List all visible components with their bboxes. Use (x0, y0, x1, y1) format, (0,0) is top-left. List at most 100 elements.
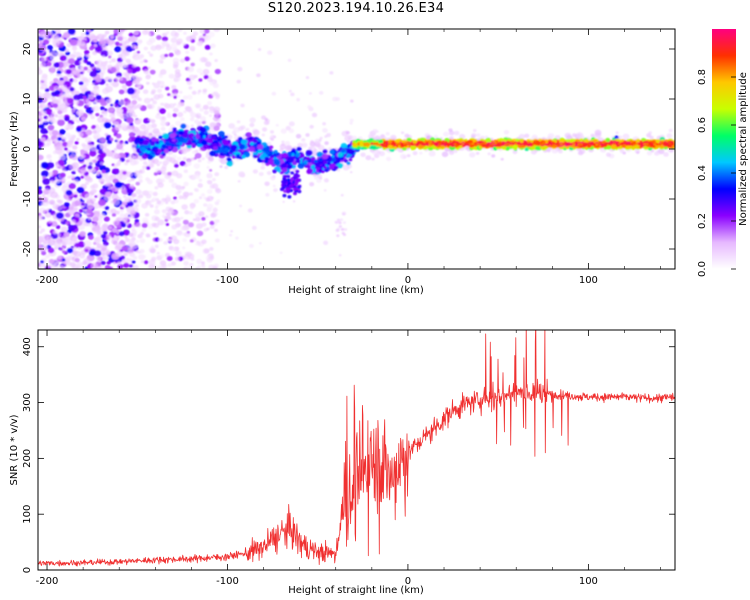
heatmap-cell (101, 169, 106, 174)
heatmap-cell (342, 221, 347, 224)
heatmap-cell (137, 251, 142, 254)
heatmap-cell (264, 181, 270, 187)
heatmap-cell (118, 43, 123, 47)
heatmap-cell (194, 103, 202, 109)
heatmap-cell (127, 69, 133, 74)
heatmap-cell (121, 245, 129, 252)
heatmap-cell (111, 213, 117, 217)
heatmap-cell (221, 139, 229, 145)
heatmap-cell (89, 111, 93, 115)
heatmap-cell (288, 121, 295, 127)
heatmap-cell (123, 252, 128, 257)
heatmap-cell (142, 29, 149, 35)
heatmap-cell (145, 166, 151, 170)
heatmap-cell (286, 178, 291, 182)
heatmap-cell (183, 169, 188, 174)
heatmap-cell (138, 137, 144, 142)
heatmap-cell (93, 250, 102, 257)
heatmap-cell (102, 254, 110, 261)
heatmap-cell (268, 159, 274, 165)
heatmap-cell (158, 74, 164, 79)
heatmap-cell (178, 147, 186, 154)
heatmap-cell (142, 190, 150, 196)
heatmap-cell (316, 178, 322, 183)
heatmap-cell (270, 175, 276, 181)
heatmap-cell (124, 98, 129, 102)
heatmap-cell (454, 130, 460, 136)
heatmap-cell (107, 106, 115, 113)
heatmap-cell (295, 133, 302, 139)
heatmap-cell (120, 239, 124, 244)
heatmap-cell (39, 30, 48, 38)
heatmap-cell (161, 36, 169, 42)
heatmap-cell (199, 29, 206, 34)
heatmap-cell (48, 31, 53, 35)
heatmap-cell (112, 261, 116, 265)
heatmap-cell (266, 171, 272, 176)
heatmap-cell (63, 182, 69, 188)
heatmap-cell (400, 131, 405, 135)
heatmap-cell (169, 207, 175, 212)
heatmap-cell (279, 148, 284, 152)
heatmap-cell (512, 149, 518, 155)
heatmap-cell (170, 235, 178, 241)
heatmap-cell (322, 160, 328, 165)
heatmap-cell (267, 141, 272, 146)
heatmap-cell (90, 184, 95, 190)
heatmap-cell (182, 156, 188, 161)
heatmap-cell (201, 216, 206, 221)
heatmap-cell (213, 91, 219, 96)
heatmap-cell (316, 151, 323, 158)
heatmap-cell (101, 55, 106, 58)
heatmap-cell (57, 137, 62, 141)
heatmap-cell (440, 144, 445, 148)
heatmap-cell (43, 39, 50, 45)
heatmap-cell (218, 131, 225, 137)
heatmap-cell (206, 257, 213, 263)
heatmap-cell (214, 238, 220, 243)
heatmap-cell (198, 178, 203, 182)
heatmap-cell (191, 90, 197, 95)
heatmap-cell (131, 227, 136, 232)
heatmap-cell (160, 126, 166, 131)
heatmap-cell (196, 258, 203, 265)
heatmap-cell (45, 143, 50, 147)
heatmap-cell (290, 92, 295, 97)
heatmap-cell (61, 258, 66, 262)
heatmap-cell (124, 237, 130, 242)
heatmap-cell (184, 210, 190, 215)
heatmap-cell (69, 235, 78, 242)
heatmap-cell (176, 38, 183, 44)
heatmap-cell (124, 72, 130, 77)
heatmap-cell (44, 94, 49, 98)
heatmap-cell (293, 187, 298, 191)
heatmap-cell (237, 180, 241, 183)
heatmap-cell (233, 133, 237, 136)
heatmap-cell (158, 108, 166, 114)
heatmap-cell (322, 149, 328, 154)
heatmap-cell (123, 36, 128, 40)
heatmap-cell (273, 150, 278, 154)
heatmap-cell (95, 112, 100, 117)
heatmap-cell (223, 147, 229, 152)
heatmap-cell (166, 156, 173, 162)
heatmap-cell (105, 251, 111, 256)
heatmap-cell (100, 50, 109, 57)
heatmap-cell (100, 244, 108, 250)
heatmap-cell (323, 165, 327, 169)
heatmap-cell (61, 250, 66, 254)
heatmap-cell (114, 242, 119, 246)
heatmap-cell (48, 210, 52, 213)
heatmap-cell (147, 154, 154, 160)
heatmap-cell (334, 165, 339, 170)
heatmap-cell (219, 151, 225, 156)
heatmap-cell (74, 213, 80, 218)
heatmap-cell (147, 179, 153, 185)
heatmap-cell (335, 229, 339, 232)
heatmap-cell (202, 104, 209, 110)
heatmap-cell (622, 133, 630, 140)
heatmap-cell (131, 224, 137, 228)
heatmap-cell (103, 38, 110, 45)
heatmap-cell (141, 228, 147, 232)
heatmap-cell (99, 136, 107, 143)
